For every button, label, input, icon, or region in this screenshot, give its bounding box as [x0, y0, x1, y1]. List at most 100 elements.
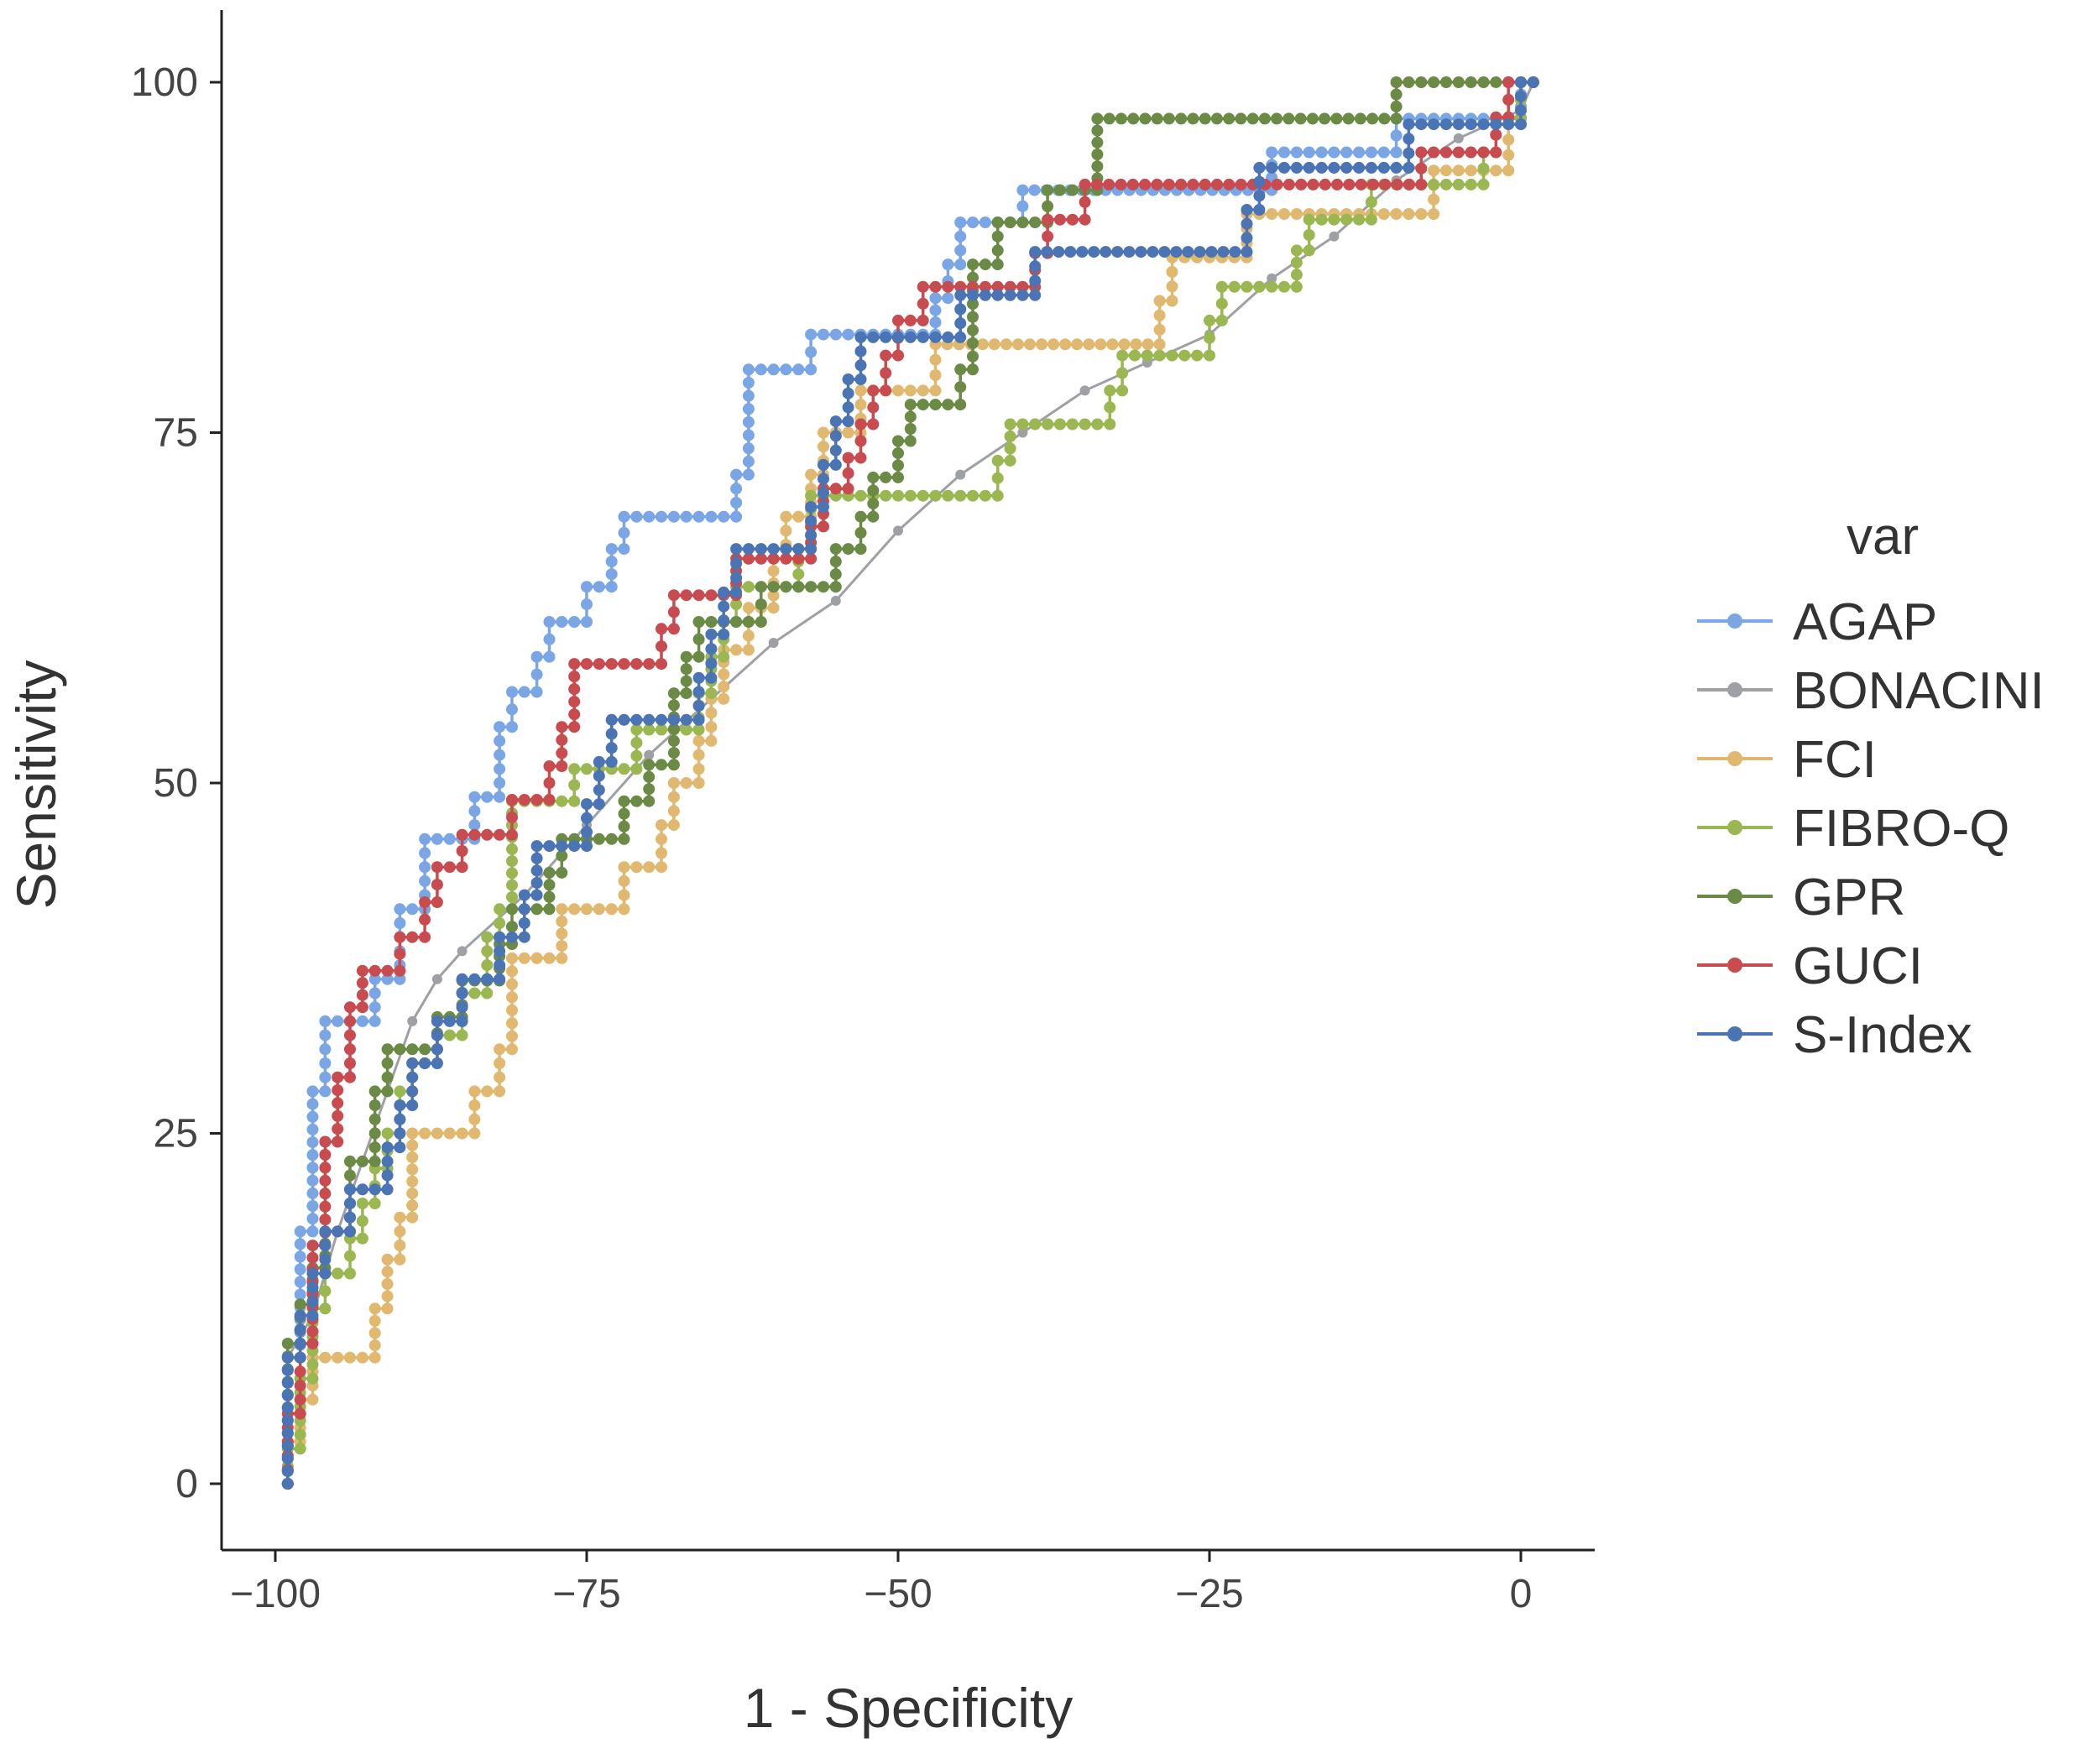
- data-point: [506, 794, 518, 806]
- data-point: [494, 1057, 506, 1069]
- data-point: [842, 483, 854, 495]
- data-point: [1066, 418, 1079, 431]
- data-point: [543, 879, 556, 891]
- data-point: [656, 847, 667, 859]
- data-point: [904, 331, 917, 343]
- data-point: [1377, 208, 1390, 220]
- x-axis-title: 1 - Specificity: [744, 1677, 1073, 1739]
- data-point: [1064, 246, 1077, 258]
- data-point: [518, 903, 530, 916]
- data-point: [556, 849, 568, 862]
- data-point: [319, 1029, 332, 1041]
- data-point: [1365, 161, 1377, 174]
- data-point: [556, 733, 568, 746]
- data-point: [1428, 178, 1440, 191]
- data-point: [381, 1127, 394, 1140]
- x-tick-label: −25: [1175, 1572, 1243, 1616]
- data-point: [1175, 178, 1188, 191]
- data-point: [1024, 338, 1036, 351]
- data-point: [443, 1015, 456, 1027]
- data-point: [929, 369, 942, 381]
- legend-item: FCI: [1697, 731, 1877, 789]
- data-point: [818, 472, 829, 485]
- data-point: [1017, 427, 1028, 438]
- data-point: [468, 819, 481, 832]
- data-point: [1139, 112, 1152, 125]
- data-point: [368, 1099, 381, 1112]
- series-gpr: [281, 76, 1539, 1490]
- data-point: [356, 989, 368, 1001]
- data-point: [692, 749, 705, 761]
- data-point: [1477, 118, 1490, 131]
- legend-item: GUCI: [1697, 937, 1923, 995]
- data-point: [1343, 178, 1356, 191]
- data-point: [954, 399, 967, 411]
- data-point: [805, 552, 818, 565]
- data-point: [368, 987, 381, 1000]
- data-point: [692, 734, 705, 747]
- data-point: [967, 289, 979, 301]
- data-point: [319, 1253, 332, 1266]
- data-point: [294, 1309, 306, 1322]
- data-point: [332, 1267, 344, 1280]
- data-point: [443, 833, 456, 845]
- data-point: [842, 328, 854, 341]
- data-point: [1465, 178, 1477, 191]
- data-point: [1290, 244, 1303, 257]
- data-point: [730, 598, 743, 611]
- data-point: [1103, 178, 1115, 191]
- data-point: [406, 1175, 419, 1187]
- data-point: [605, 755, 618, 768]
- data-point: [568, 779, 581, 791]
- data-point: [967, 217, 979, 228]
- data-point: [368, 1113, 381, 1125]
- data-point: [1477, 146, 1490, 159]
- data-point: [443, 1029, 456, 1041]
- data-point: [991, 454, 1004, 467]
- data-point: [1353, 213, 1366, 226]
- data-point: [319, 1015, 332, 1027]
- data-point: [319, 1161, 332, 1174]
- data-point: [468, 1127, 481, 1140]
- data-point: [656, 623, 667, 635]
- data-point: [306, 1110, 319, 1123]
- data-point: [667, 713, 680, 726]
- data-point: [667, 623, 680, 635]
- data-point: [954, 331, 967, 343]
- data-point: [1191, 349, 1204, 362]
- data-point: [394, 1253, 406, 1266]
- data-point: [1079, 196, 1091, 208]
- data-point: [680, 650, 692, 663]
- data-point: [1053, 246, 1065, 258]
- data-point: [979, 289, 991, 301]
- data-point: [306, 1309, 319, 1322]
- data-point: [718, 692, 730, 705]
- data-point: [1258, 112, 1271, 125]
- data-point: [705, 721, 718, 733]
- data-point: [1453, 133, 1464, 144]
- data-point: [1091, 124, 1104, 137]
- data-point: [792, 510, 805, 523]
- data-point: [556, 721, 568, 733]
- data-point: [818, 328, 829, 341]
- data-point: [481, 987, 494, 1000]
- data-point: [456, 1029, 468, 1041]
- data-point: [419, 896, 431, 908]
- data-point: [1199, 178, 1211, 191]
- data-point: [755, 598, 767, 611]
- data-point: [954, 317, 967, 330]
- data-point: [854, 526, 867, 539]
- legend-key-dot: [1727, 613, 1742, 629]
- data-point: [718, 650, 730, 663]
- data-point: [581, 658, 593, 671]
- data-point: [294, 1250, 306, 1263]
- data-point: [332, 1351, 344, 1364]
- data-point: [406, 1057, 419, 1069]
- data-point: [656, 833, 667, 845]
- data-point: [680, 589, 692, 602]
- data-point: [692, 510, 705, 523]
- data-point: [643, 759, 656, 771]
- data-point: [718, 600, 730, 613]
- data-point: [368, 1198, 381, 1209]
- data-point: [1106, 338, 1119, 351]
